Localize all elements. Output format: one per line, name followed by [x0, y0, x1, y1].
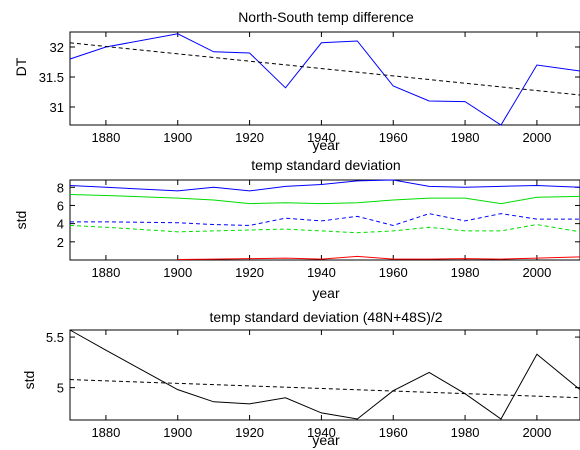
x-tick-label: 1920 [235, 265, 264, 280]
y-tick-label: 6 [57, 198, 64, 213]
x-tick-label: 1880 [91, 265, 120, 280]
chart-title: North-South temp difference [238, 9, 414, 25]
chart-title: temp standard deviation (48N+48S)/2 [209, 309, 442, 325]
x-tick-label: 2000 [522, 130, 551, 145]
panel-temp-standard-deviation: temp standard deviation year std 1880 190… [13, 157, 580, 301]
x-tick-label: 1900 [163, 130, 192, 145]
series-line-2 [69, 194, 580, 205]
y-tick-label: 5.5 [46, 330, 64, 345]
x-tick-label: 1960 [379, 265, 408, 280]
y-tick-label: 31 [50, 100, 64, 115]
x-tick-label: 2000 [522, 265, 551, 280]
series-line-3 [70, 213, 580, 226]
x-tick-label: 1980 [451, 265, 480, 280]
chart-title: temp standard deviation [251, 157, 400, 173]
series-line-1 [69, 179, 580, 192]
x-tick-label: 2000 [522, 425, 551, 440]
x-tick-label: 1940 [307, 265, 336, 280]
plot-area: 1880 1900 1920 1940 1960 1980 2000 5 5.5 [46, 329, 580, 440]
series-line-1 [69, 33, 580, 126]
x-tick-label: 1920 [235, 425, 264, 440]
x-tick-label: 1980 [451, 425, 480, 440]
panel-temp-standard-deviation-48n-48s: temp standard deviation (48N+48S)/2 year… [21, 309, 580, 448]
y-tick-label: 8 [57, 180, 64, 195]
panel-north-south-temp-difference: North-South temp difference year DT 1880… [13, 9, 580, 153]
plot-area: 1880 1900 1920 1940 1960 1980 2000 31 31.5 32 [39, 31, 580, 145]
series-line-5 [177, 255, 580, 261]
x-axis-label: year [312, 137, 340, 153]
axes-box [69, 31, 580, 126]
x-tick-label: 1900 [163, 425, 192, 440]
axes-box [69, 329, 580, 421]
y-axis-label: std [13, 211, 29, 230]
series-line-4 [69, 224, 580, 234]
series-line-2 [69, 42, 580, 96]
x-tick-label: 1880 [91, 130, 120, 145]
y-tick-label: 31.5 [39, 70, 64, 85]
x-tick-label: 1940 [307, 130, 336, 145]
x-tick-label: 1960 [379, 130, 408, 145]
y-axis-label: DT [13, 57, 29, 76]
axes-box [69, 179, 580, 261]
x-tick-label: 1920 [235, 130, 264, 145]
y-tick-label: 4 [57, 217, 64, 232]
x-axis-label: year [312, 285, 340, 301]
x-tick-label: 1900 [163, 265, 192, 280]
plot-area: 1880 1900 1920 1940 1960 1980 2000 2 4 6 8 [57, 179, 580, 280]
y-tick-label: 5 [57, 381, 64, 396]
series-line-2 [69, 379, 580, 399]
x-axis-label: year [312, 432, 340, 448]
x-tick-label: 1880 [91, 425, 120, 440]
x-tick-label: 1980 [451, 130, 480, 145]
y-axis-label: std [21, 371, 37, 390]
y-tick-label: 2 [57, 235, 64, 250]
x-tick-label: 1960 [379, 425, 408, 440]
x-tick-label: 1940 [307, 425, 336, 440]
series-line-1 [69, 329, 580, 420]
y-tick-label: 32 [50, 40, 64, 55]
